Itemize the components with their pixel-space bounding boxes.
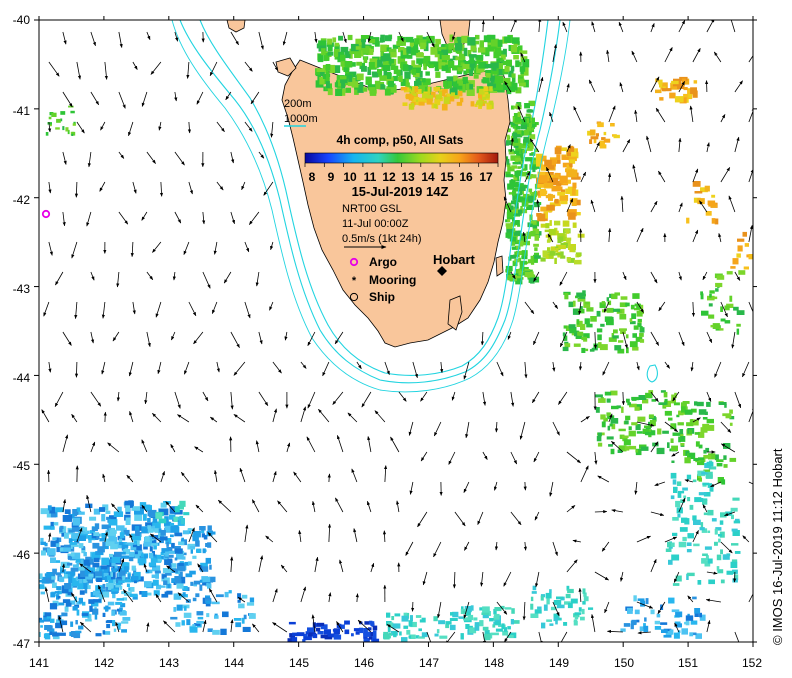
mooring-legend-label: Mooring [369, 273, 416, 287]
latitude-axis: -40 -41 -42 -43 -44 -45 -46 -47 [13, 13, 31, 651]
isobath-1000m-label: 1000m [284, 113, 318, 125]
cbar-tick-label: 16 [459, 170, 473, 184]
product-label: NRT00 GSL [342, 203, 402, 215]
cbar-tick-label: 12 [382, 170, 396, 184]
vector-scale-label: 0.5m/s (1kt 24h) [342, 233, 421, 245]
cbar-tick-label: 8 [309, 170, 316, 184]
cbar-tick-label: 15 [440, 170, 454, 184]
maria-island [495, 255, 504, 277]
current-vectors [41, 20, 753, 642]
ship-legend-label: Ship [369, 290, 395, 304]
colorbar-legend: 4h comp, p50, All Sats 8 9 10 11 12 13 1… [304, 133, 499, 199]
lat-tick-label: -40 [13, 13, 31, 27]
cbar-tick-label: 13 [401, 170, 415, 184]
bruny-island [447, 295, 463, 331]
hobart-marker: Hobart [433, 252, 476, 276]
lon-tick-label: 149 [549, 656, 569, 670]
hobart-label: Hobart [433, 252, 476, 267]
argo-legend-symbol [349, 257, 359, 267]
sst-observations [39, 76, 753, 642]
plot-frame [38, 19, 754, 643]
ship-legend-symbol [349, 292, 359, 302]
symbol-legend: Argo * Mooring Ship [349, 255, 416, 304]
axis-ticks [34, 16, 757, 647]
cbar-tick-label: 14 [421, 170, 435, 184]
lon-tick-label: 141 [29, 656, 49, 670]
lon-tick-label: 144 [224, 656, 244, 670]
lat-tick-label: -42 [13, 193, 31, 207]
lon-tick-label: 150 [614, 656, 634, 670]
product-date: 11-Jul 00:00Z [342, 218, 409, 230]
cbar-tick-label: 10 [343, 170, 357, 184]
lon-tick-label: 145 [289, 656, 309, 670]
lat-tick-label: -46 [13, 548, 31, 562]
argo-float-marker [41, 209, 51, 219]
isobath-1000m [171, 20, 571, 393]
lon-tick-label: 143 [159, 656, 179, 670]
king-island [226, 20, 246, 33]
lon-tick-label: 148 [484, 656, 504, 670]
date-label: 15-Jul-2019 14Z [352, 184, 449, 199]
lat-tick-label: -45 [13, 459, 31, 473]
cbar-tick-label: 9 [328, 170, 335, 184]
credit-text: © IMOS 16-Jul-2019 11:12 Hobart [770, 448, 785, 645]
lon-tick-label: 152 [742, 656, 762, 670]
isobath-200m-label: 200m [284, 98, 312, 110]
north-coast-sst [315, 34, 536, 145]
lat-tick-label: -43 [13, 282, 31, 296]
lat-tick-label: -44 [13, 371, 31, 385]
colorbar [304, 152, 499, 164]
lon-tick-label: 146 [354, 656, 374, 670]
product-legend: NRT00 GSL 11-Jul 00:00Z 0.5m/s (1kt 24h) [342, 203, 421, 249]
lat-tick-label: -41 [13, 104, 31, 118]
cbar-tick-label: 11 [364, 170, 377, 184]
argo-legend-label: Argo [369, 255, 397, 269]
lat-tick-label: -47 [13, 637, 31, 651]
longitude-axis: 141 142 143 144 145 146 147 148 149 150 … [29, 656, 762, 670]
mooring-legend-symbol: * [352, 275, 357, 287]
isobath-legend: 200m 1000m [284, 98, 318, 127]
lon-tick-label: 151 [678, 656, 698, 670]
lon-tick-label: 142 [94, 656, 114, 670]
cbar-tick-label: 17 [479, 170, 493, 184]
composite-title: 4h comp, p50, All Sats [337, 133, 464, 147]
lon-tick-label: 147 [419, 656, 439, 670]
